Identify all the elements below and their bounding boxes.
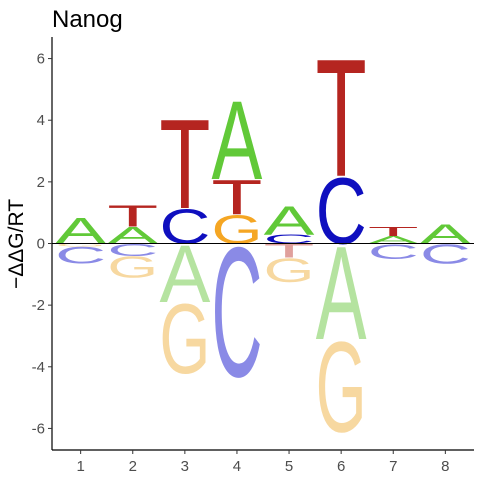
logo-letter-t-pos3: T: [159, 93, 210, 235]
x-axis-ticks: 1 2 3 4 5 6 7 8: [76, 450, 449, 475]
x-tick-label: 1: [76, 458, 84, 475]
y-tick-label: 2: [37, 174, 45, 191]
y-tick-label: -6: [32, 420, 45, 437]
logo-letter-g-neg5: G: [264, 252, 315, 290]
logo-letter-t-pos7: T: [368, 224, 419, 238]
logo-letter-c-neg1: C: [55, 242, 106, 268]
logo-letter-a-pos4: A: [212, 78, 263, 203]
y-axis-ticks: -6 -4 -2 0 2 4 6: [32, 51, 52, 438]
y-tick-label: 4: [37, 112, 45, 129]
y-axis-label: −ΔΔG/RT: [5, 199, 28, 289]
x-tick-label: 8: [441, 458, 449, 475]
x-tick-label: 3: [181, 458, 189, 475]
x-tick-label: 5: [285, 458, 293, 475]
y-tick-label: -2: [32, 297, 45, 314]
y-tick-label: 6: [37, 51, 45, 68]
logo-letter-c-neg4: C: [211, 208, 262, 415]
logo-letter-a-pos5: A: [264, 197, 315, 242]
logo-letter-t-pos2: T: [107, 200, 158, 234]
x-tick-label: 2: [129, 458, 137, 475]
x-tick-label: 4: [233, 458, 241, 475]
x-tick-label: 7: [389, 458, 397, 475]
chart-title: Nanog: [52, 6, 123, 33]
logo-letter-g-neg2: G: [107, 250, 158, 284]
x-tick-label: 6: [337, 458, 345, 475]
logo-letter-t-pos6: T: [316, 25, 367, 212]
y-tick-label: -4: [32, 359, 45, 376]
logo-letter-g-neg3: G: [159, 283, 210, 394]
logo-letter-g-neg6: G: [316, 314, 367, 459]
y-tick-label: 0: [37, 236, 45, 253]
